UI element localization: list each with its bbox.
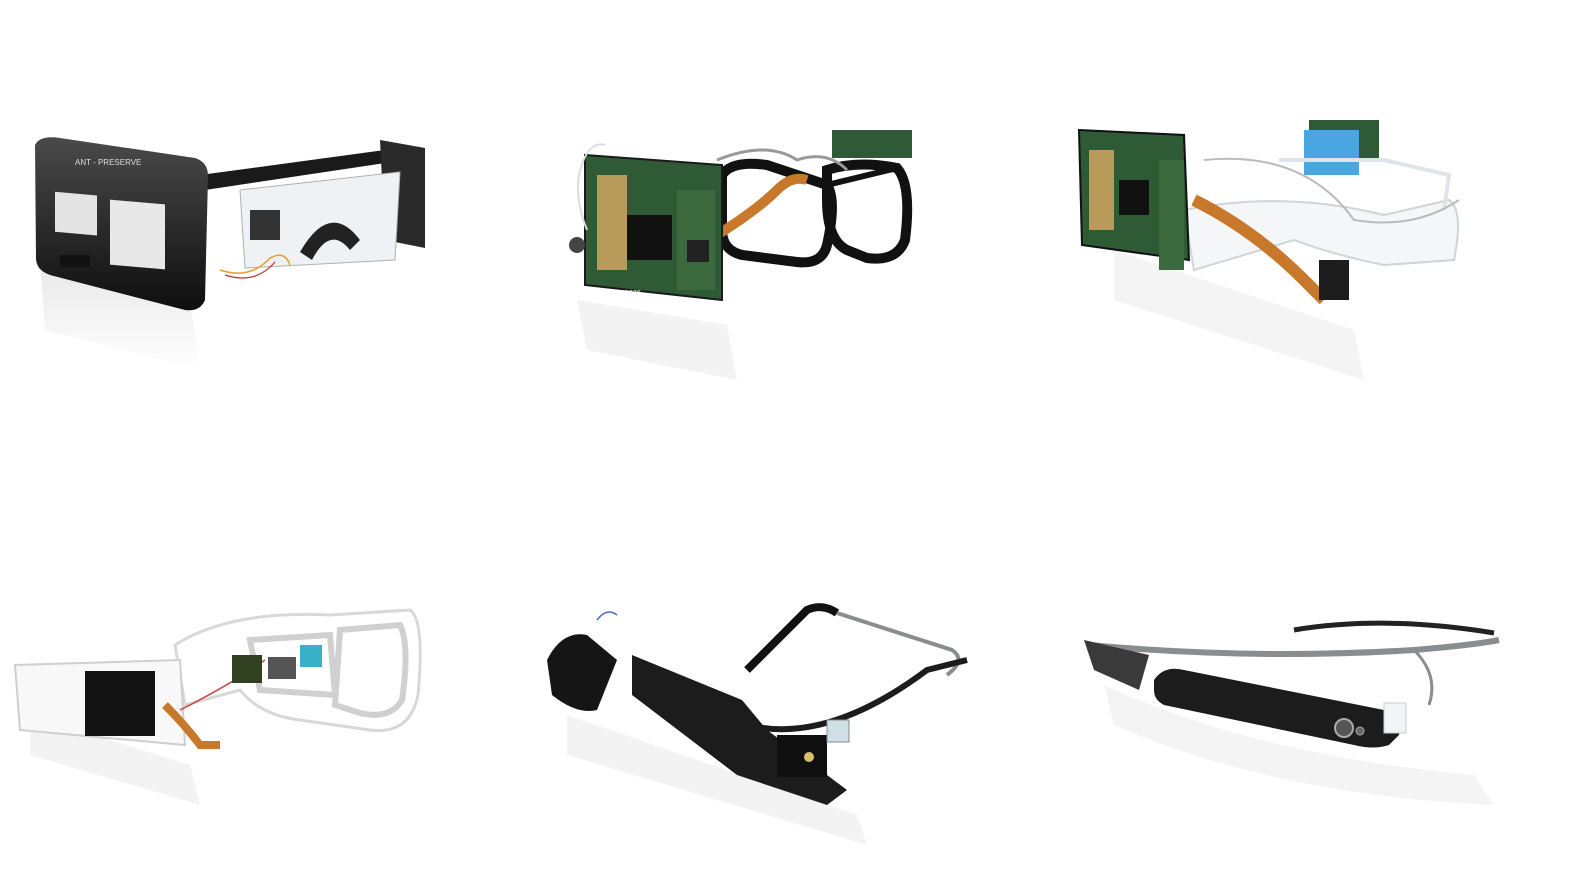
prototype-3-illustration [1077,120,1460,380]
photo-prototype-5 [527,445,1054,889]
prototype-5-illustration [547,603,968,845]
prototype-1-illustration: ANT - PRESERVE [35,137,425,370]
photo-prototype-2: HTSUFPG0075 [527,0,1054,444]
housing-label-text: ANT - PRESERVE [75,158,141,167]
photo-prototype-6 [1054,445,1581,889]
board-label-text: HTSUFPG0075 [595,290,641,298]
photo-prototype-3 [1054,0,1581,444]
prototype-4-illustration [13,608,422,805]
prototype-6-illustration [1084,620,1500,805]
photo-prototype-4 [0,445,527,889]
photo-prototype-1: ANT - PRESERVE [0,0,527,444]
prototype-2-illustration: HTSUFPG0075 [569,130,913,380]
